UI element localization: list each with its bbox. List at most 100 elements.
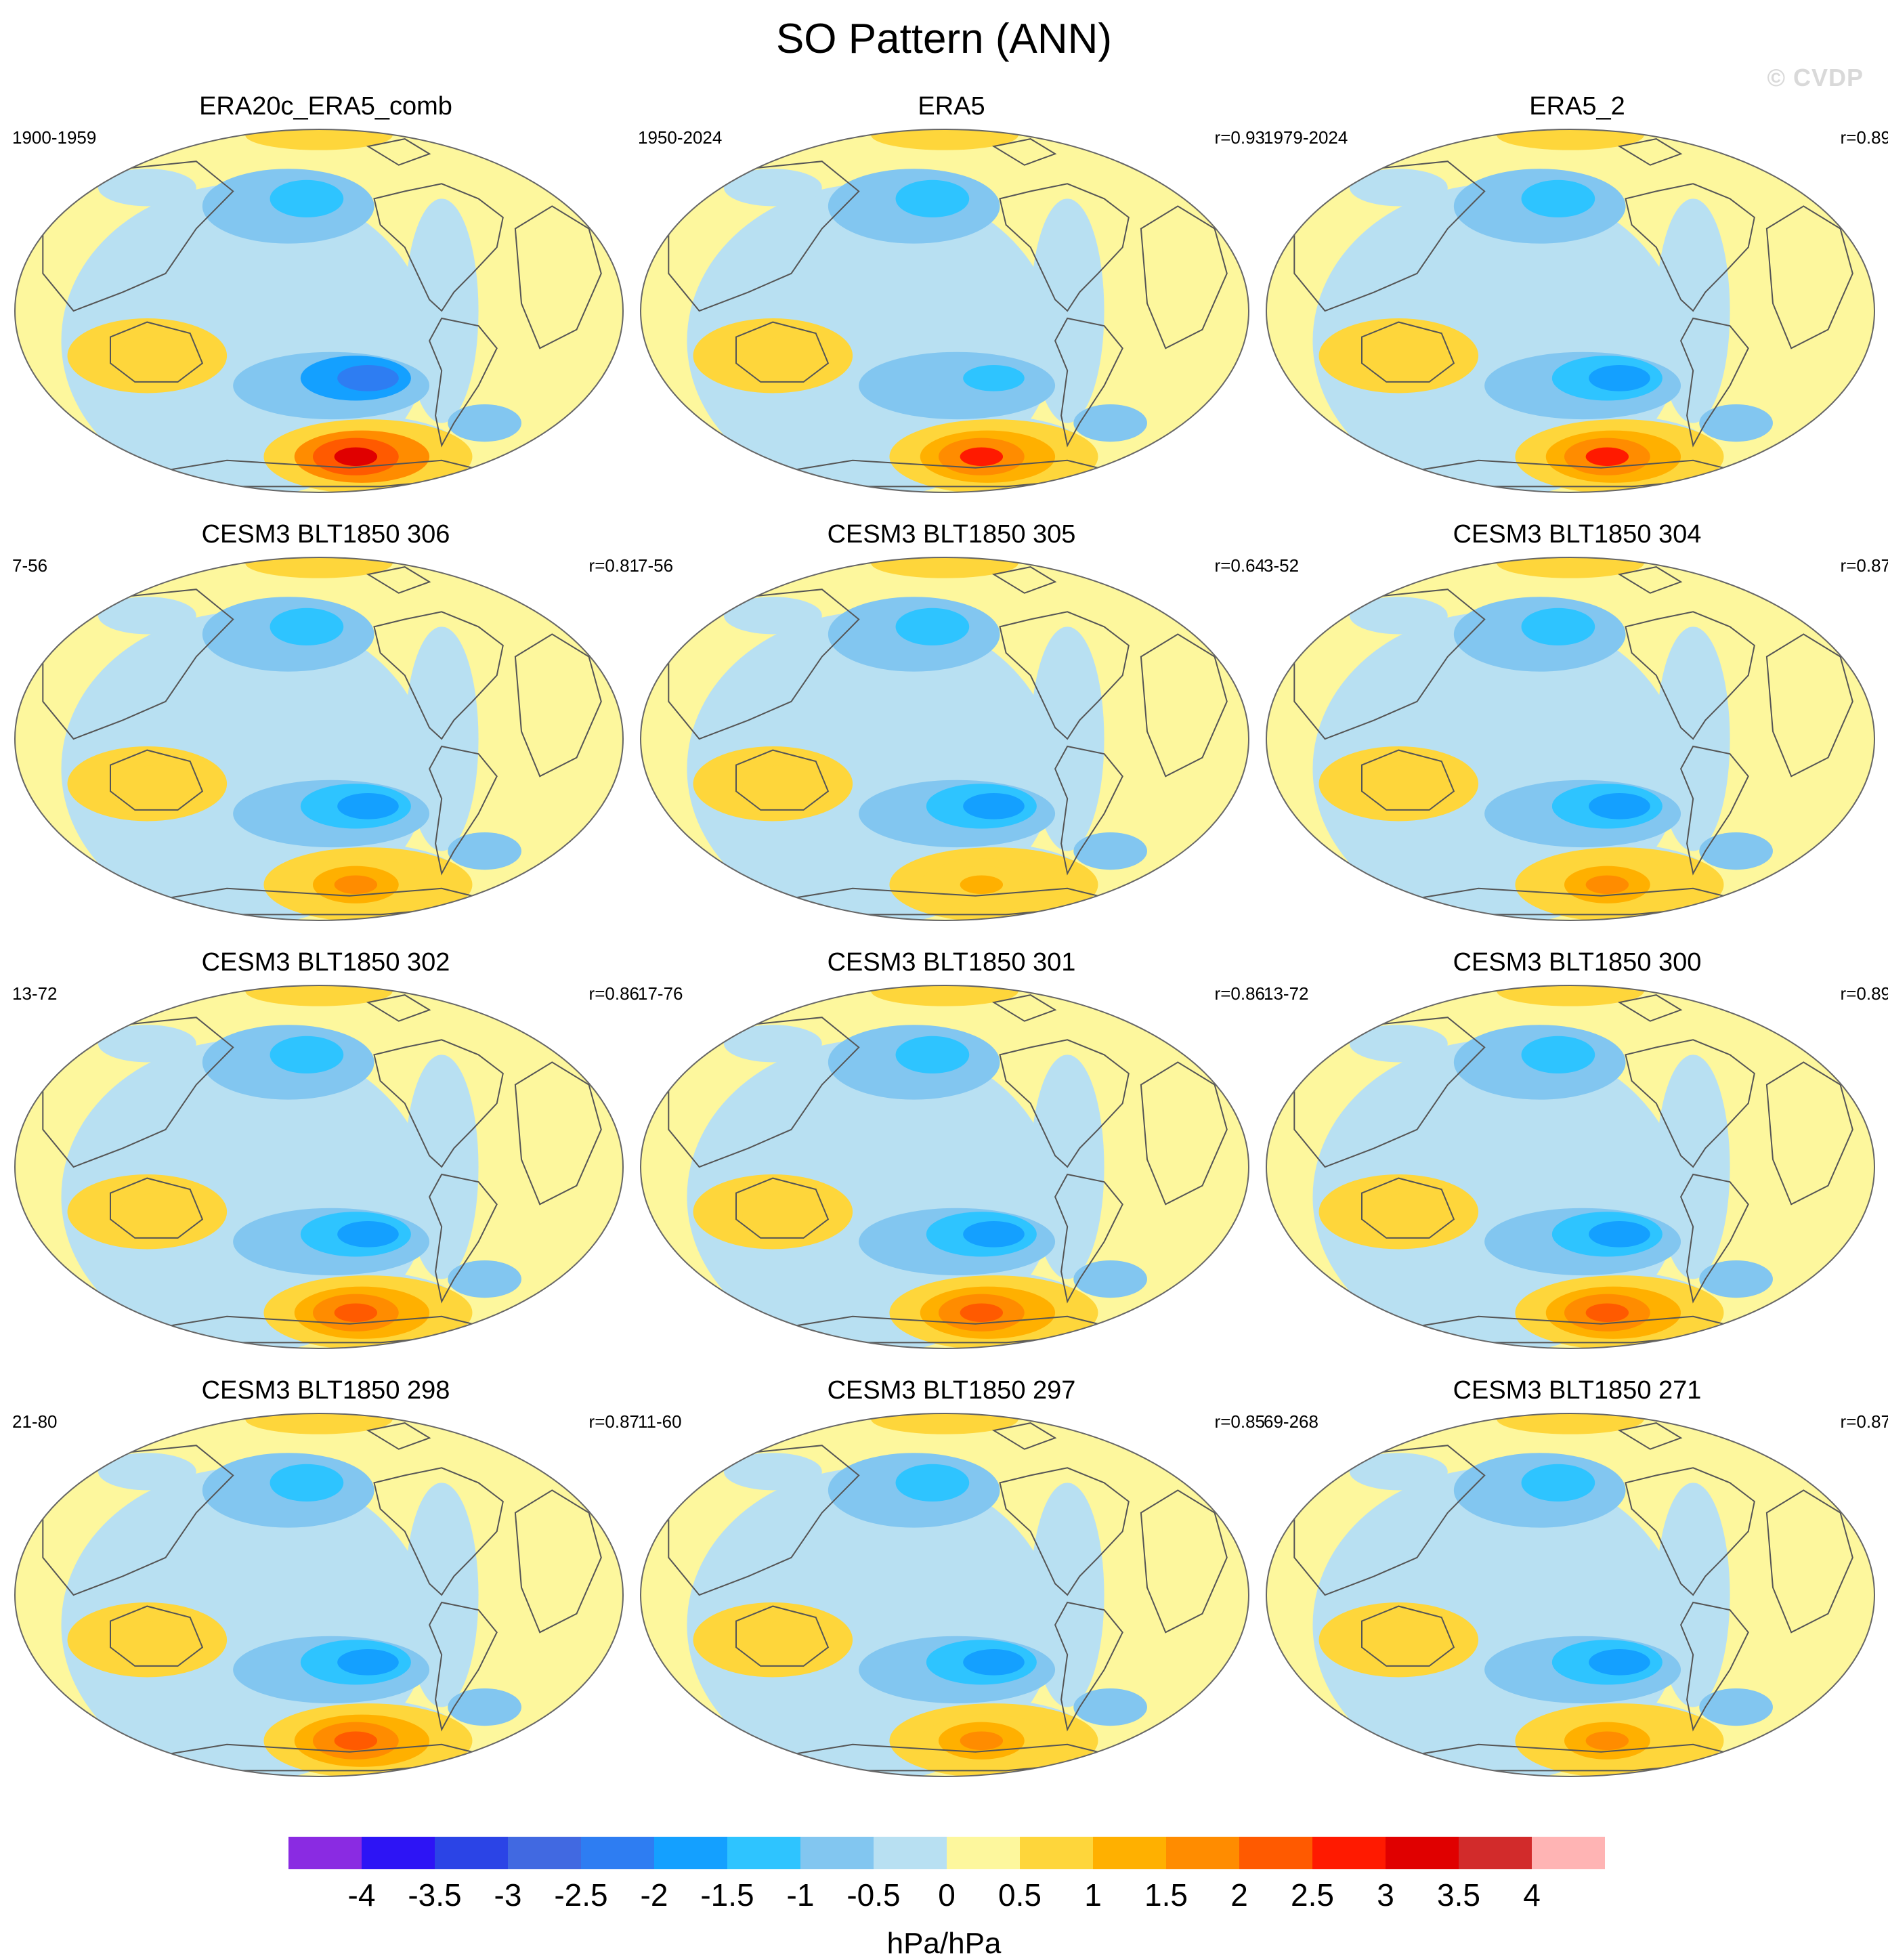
coastline <box>1361 1605 1455 1667</box>
coastline <box>514 1061 602 1206</box>
contour-region <box>895 608 970 645</box>
contour-region <box>871 985 1018 1006</box>
panel-title: CESM3 BLT1850 302 <box>201 948 450 977</box>
coastline <box>1054 317 1123 448</box>
contour-region <box>963 365 1025 391</box>
panel-title: ERA5 <box>918 92 985 121</box>
cvdp-watermark: © CVDP <box>1767 64 1864 91</box>
colorbar-swatch <box>1459 1837 1532 1869</box>
coastline <box>42 1445 234 1596</box>
coastline <box>1617 1422 1683 1450</box>
contour-region <box>1585 447 1629 467</box>
contour-region <box>337 1221 399 1248</box>
contour-region <box>742 1193 828 1238</box>
colorbar-tick-label: 1 <box>1084 1877 1102 1913</box>
map-outline <box>640 1413 1249 1777</box>
contour-region <box>1368 1193 1454 1238</box>
panel-correlation: r=0.89 <box>1840 983 1888 1004</box>
contour-region <box>895 1464 970 1501</box>
panel-title: CESM3 BLT1850 297 <box>827 1376 1076 1405</box>
coastline <box>1293 589 1486 740</box>
coastline <box>366 566 431 594</box>
colorbar-swatch <box>727 1837 800 1869</box>
panel-years: 11-60 <box>638 1411 682 1432</box>
coastline <box>1054 1601 1123 1732</box>
colorbar-swatch <box>654 1837 727 1869</box>
coastline <box>1765 205 1853 349</box>
colorbar-swatch <box>947 1837 1020 1869</box>
contour-region <box>742 1621 828 1666</box>
panel-correlation: r=0.89 <box>1840 127 1888 148</box>
colorbar-tick-label: -2.5 <box>554 1877 608 1913</box>
panel-title: ERA20c_ERA5_comb <box>199 92 452 121</box>
contour-region <box>960 1731 1004 1751</box>
map-outline <box>1266 129 1875 493</box>
panel-title: CESM3 BLT1850 305 <box>827 520 1076 549</box>
map-projection <box>1266 557 1875 921</box>
map-panel: CESM3 BLT1850 271 69-268 r=0.87 <box>1264 1376 1888 1809</box>
colorbar-tick-label: -1 <box>786 1877 815 1913</box>
map-projection <box>14 985 624 1349</box>
panel-years: 21-80 <box>12 1411 58 1432</box>
map-outline <box>14 1413 624 1777</box>
map-outline <box>640 129 1249 493</box>
coastline <box>735 1605 830 1667</box>
coastline <box>1625 611 1755 740</box>
coastline <box>373 1039 504 1168</box>
coastline <box>514 1489 602 1634</box>
panel-years: 1979-2024 <box>1264 127 1348 148</box>
map-projection <box>14 1413 624 1777</box>
map-outline <box>640 557 1249 921</box>
coastline <box>42 161 234 312</box>
map-projection <box>1266 129 1875 493</box>
contour-region <box>116 765 202 810</box>
map-projection <box>14 557 624 921</box>
coastline <box>514 633 602 777</box>
panel-correlation: r=0.64 <box>1214 555 1265 576</box>
colorbar-tick-label: 2 <box>1230 1877 1248 1913</box>
contour-region <box>1521 179 1595 217</box>
coastline <box>1140 1489 1228 1634</box>
coastline <box>735 749 830 811</box>
map-panel: CESM3 BLT1850 304 3-52 r=0.87 <box>1264 519 1888 953</box>
contour-region <box>1585 1303 1629 1323</box>
colorbar-swatch <box>1093 1837 1166 1869</box>
panel-correlation: r=0.93 <box>1214 127 1265 148</box>
map-panel: ERA5_2 1979-2024 r=0.89 <box>1264 91 1888 525</box>
contour-region <box>245 1413 393 1434</box>
contour-region <box>116 1621 202 1666</box>
coastline <box>42 1017 234 1168</box>
panel-correlation: r=0.87 <box>588 1411 639 1432</box>
coastline <box>1679 1173 1749 1304</box>
contour-region <box>1521 608 1595 645</box>
coastline <box>1140 1061 1228 1206</box>
coastline <box>1293 1445 1486 1596</box>
colorbar-swatch <box>1166 1837 1239 1869</box>
contour-region <box>1368 337 1454 382</box>
map-outline <box>640 985 1249 1349</box>
coastline <box>1625 1467 1755 1596</box>
contour-region <box>1073 832 1147 870</box>
colorbar-tick-label: -0.5 <box>846 1877 901 1913</box>
contour-region <box>960 447 1004 467</box>
coastline <box>366 138 431 166</box>
colorbar-tick-label: 4 <box>1523 1877 1541 1913</box>
contour-region <box>895 1036 970 1073</box>
contour-region <box>960 1303 1004 1323</box>
panel-years: 13-72 <box>1264 983 1309 1004</box>
map-projection <box>640 557 1249 921</box>
coastline <box>366 994 431 1022</box>
panel-correlation: r=0.81 <box>588 555 639 576</box>
colorbar-tick-label: 3.5 <box>1437 1877 1480 1913</box>
coastline <box>42 589 234 740</box>
contour-region <box>1073 404 1147 442</box>
contour-region <box>723 597 822 635</box>
panel-title: CESM3 BLT1850 306 <box>201 520 450 549</box>
coastline <box>1293 1017 1486 1168</box>
map-projection <box>14 129 624 493</box>
coastline <box>668 1017 860 1168</box>
map-projection <box>640 985 1249 1349</box>
coastline <box>991 994 1057 1022</box>
contour-region <box>270 1464 344 1501</box>
colorbar-swatch <box>1312 1837 1386 1869</box>
